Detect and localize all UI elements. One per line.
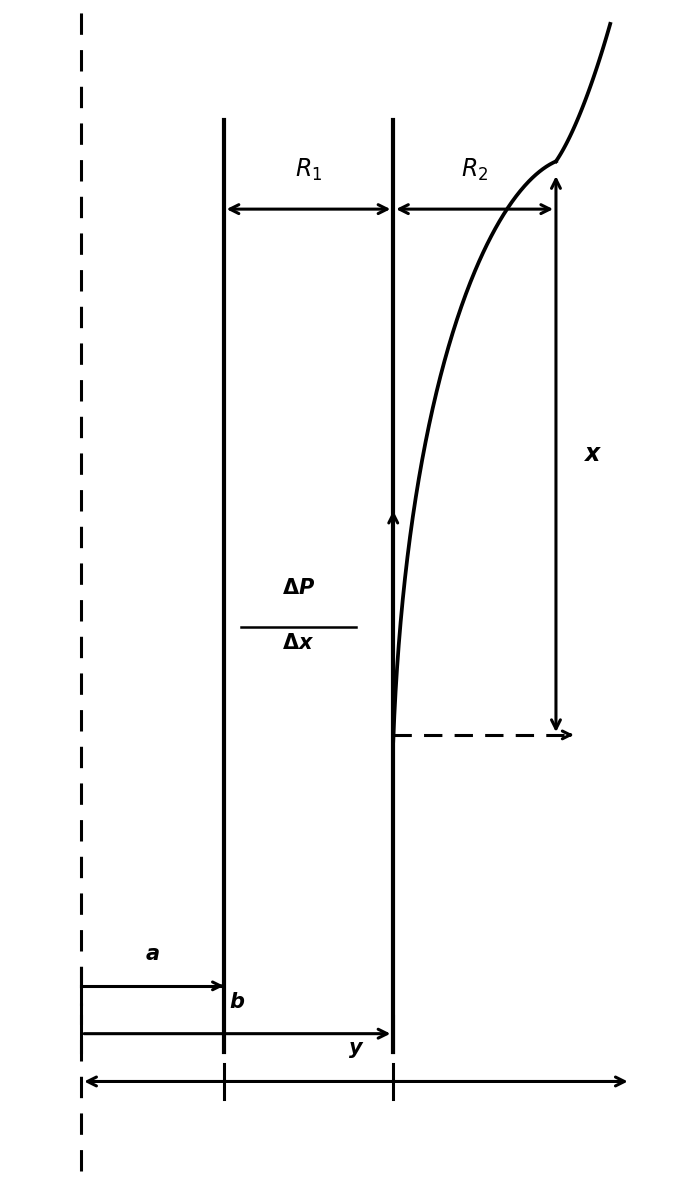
Text: $\boldsymbol{R_1}$: $\boldsymbol{R_1}$ [295,157,322,183]
Text: $\boldsymbol{b}$: $\boldsymbol{b}$ [229,992,245,1012]
Text: $\boldsymbol{\Delta x}$: $\boldsymbol{\Delta x}$ [282,633,315,654]
Text: $\boldsymbol{x}$: $\boldsymbol{x}$ [584,442,603,466]
Text: $\boldsymbol{\Delta P}$: $\boldsymbol{\Delta P}$ [282,577,315,598]
Text: $\boldsymbol{a}$: $\boldsymbol{a}$ [145,944,160,964]
Text: $\boldsymbol{y}$: $\boldsymbol{y}$ [348,1040,364,1060]
Text: $\boldsymbol{R_2}$: $\boldsymbol{R_2}$ [461,157,488,183]
